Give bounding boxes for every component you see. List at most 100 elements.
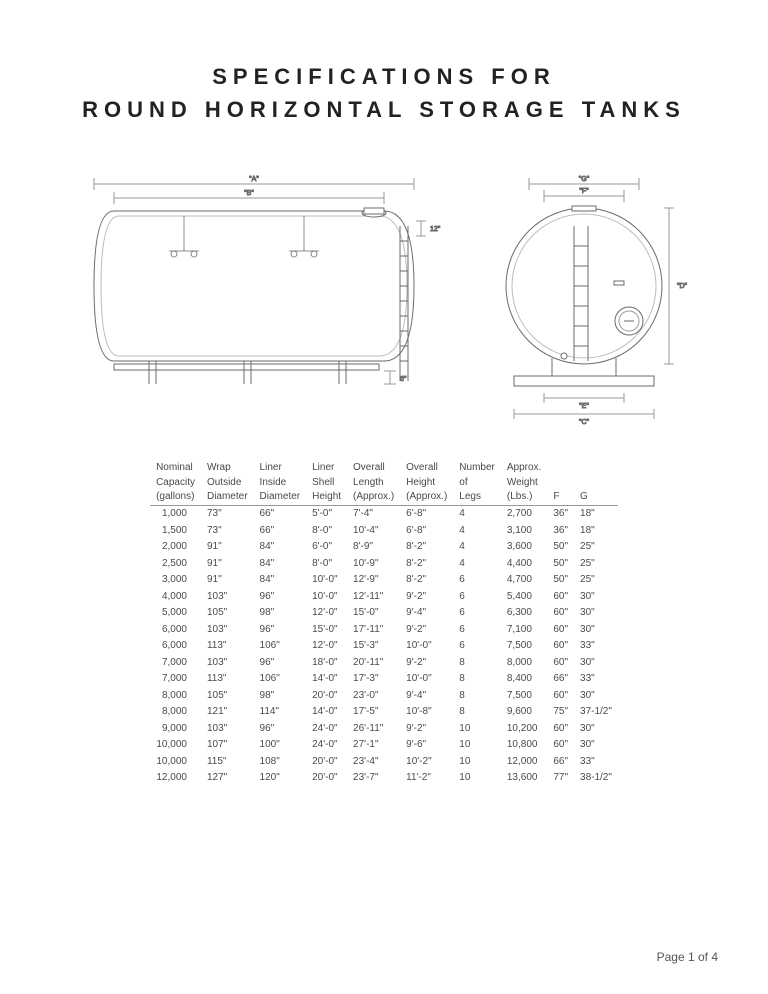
table-cell: 20'-0" <box>306 687 347 704</box>
table-cell: 8'-2" <box>400 539 453 556</box>
table-row: 1,50073"66"8'-0"10'-4"6'-8"43,10036"18" <box>150 522 618 539</box>
dim-g-label: "G" <box>579 176 590 183</box>
table-cell: 127" <box>201 770 254 787</box>
table-cell: 96" <box>254 720 307 737</box>
table-cell: 9,000 <box>150 720 201 737</box>
col-header: Liner <box>254 461 307 476</box>
page-title: SPECIFICATIONS FOR ROUND HORIZONTAL STOR… <box>40 60 728 126</box>
table-cell: 12,000 <box>501 753 547 770</box>
table-body: 1,00073"66"5'-0"7'-4"6'-8"42,70036"18"1,… <box>150 505 618 786</box>
table-cell: 12'-0" <box>306 638 347 655</box>
table-cell: 10,200 <box>501 720 547 737</box>
col-header: Liner <box>306 461 347 476</box>
col-header: Height <box>400 476 453 491</box>
table-cell: 3,000 <box>150 572 201 589</box>
table-cell: 8'-2" <box>400 572 453 589</box>
dim-a-label: "A" <box>249 176 259 183</box>
table-cell: 12'-9" <box>347 572 400 589</box>
table-cell: 20'-0" <box>306 753 347 770</box>
table-cell: 18" <box>574 522 618 539</box>
table-cell: 37-1/2" <box>574 704 618 721</box>
table-cell: 10,800 <box>501 737 547 754</box>
table-cell: 26'-11" <box>347 720 400 737</box>
col-header: Height <box>306 490 347 505</box>
table-cell: 66" <box>547 753 574 770</box>
col-header: G <box>574 490 618 505</box>
table-cell: 36" <box>547 522 574 539</box>
table-cell: 4 <box>453 555 501 572</box>
table-cell: 98" <box>254 605 307 622</box>
table-cell: 50" <box>547 555 574 572</box>
table-cell: 8 <box>453 671 501 688</box>
table-cell: 30" <box>574 588 618 605</box>
table-row: 8,000105"98"20'-0"23'-0"9'-4"87,50060"30… <box>150 687 618 704</box>
table-cell: 11'-2" <box>400 770 453 787</box>
table-row: 8,000121"114"14'-0"17'-5"10'-8"89,60075"… <box>150 704 618 721</box>
table-cell: 121" <box>201 704 254 721</box>
table-row: 3,00091"84"10'-0"12'-9"8'-2"64,70050"25" <box>150 572 618 589</box>
table-cell: 6 <box>453 621 501 638</box>
table-cell: 6,300 <box>501 605 547 622</box>
table-cell: 4,000 <box>150 588 201 605</box>
table-cell: 14'-0" <box>306 671 347 688</box>
table-cell: 103" <box>201 720 254 737</box>
title-line-1: SPECIFICATIONS FOR <box>40 60 728 93</box>
table-cell: 50" <box>547 572 574 589</box>
table-cell: 73" <box>201 505 254 522</box>
table-cell: 23'-4" <box>347 753 400 770</box>
table-cell: 20'-11" <box>347 654 400 671</box>
col-header: Approx. <box>501 461 547 476</box>
col-header <box>574 476 618 491</box>
dim-d-label: "D" <box>677 283 688 290</box>
table-cell: 25" <box>574 555 618 572</box>
table-row: 10,000107"100"24'-0"27'-1"9'-6"1010,8006… <box>150 737 618 754</box>
table-row: 12,000127"120"20'-0"23'-7"11'-2"1013,600… <box>150 770 618 787</box>
table-cell: 4 <box>453 539 501 556</box>
table-cell: 91" <box>201 555 254 572</box>
table-cell: 18'-0" <box>306 654 347 671</box>
table-cell: 4,700 <box>501 572 547 589</box>
table-cell: 10 <box>453 753 501 770</box>
table-cell: 10,000 <box>150 737 201 754</box>
table-cell: 17'-3" <box>347 671 400 688</box>
col-header: Diameter <box>201 490 254 505</box>
col-header: F <box>547 490 574 505</box>
table-cell: 77" <box>547 770 574 787</box>
table-cell: 8'-0" <box>306 555 347 572</box>
table-cell: 2,000 <box>150 539 201 556</box>
table-cell: 98" <box>254 687 307 704</box>
table-cell: 7'-4" <box>347 505 400 522</box>
tank-side-view-diagram: "A" "B" <box>74 166 444 426</box>
table-cell: 50" <box>547 539 574 556</box>
dim-b-label: "B" <box>244 190 254 197</box>
table-cell: 96" <box>254 654 307 671</box>
table-cell: 120" <box>254 770 307 787</box>
dim-6-label: 6" <box>400 376 407 383</box>
table-cell: 17'-11" <box>347 621 400 638</box>
col-header: Number <box>453 461 501 476</box>
table-cell: 30" <box>574 605 618 622</box>
table-cell: 103" <box>201 654 254 671</box>
table-cell: 18" <box>574 505 618 522</box>
table-cell: 113" <box>201 671 254 688</box>
table-cell: 30" <box>574 621 618 638</box>
table-cell: 10 <box>453 770 501 787</box>
table-cell: 100" <box>254 737 307 754</box>
table-cell: 2,700 <box>501 505 547 522</box>
table-cell: 10'-0" <box>306 588 347 605</box>
table-cell: 7,100 <box>501 621 547 638</box>
table-cell: 60" <box>547 638 574 655</box>
table-cell: 3,100 <box>501 522 547 539</box>
table-cell: 1,000 <box>150 505 201 522</box>
table-cell: 9'-2" <box>400 654 453 671</box>
table-row: 5,000105"98"12'-0"15'-0"9'-4"66,30060"30… <box>150 605 618 622</box>
table-cell: 60" <box>547 737 574 754</box>
table-row: 7,000113"106"14'-0"17'-3"10'-0"88,40066"… <box>150 671 618 688</box>
table-cell: 9'-2" <box>400 621 453 638</box>
table-cell: 9'-2" <box>400 720 453 737</box>
dim-f-label: "F" <box>579 188 589 195</box>
table-cell: 96" <box>254 621 307 638</box>
table-cell: 1,500 <box>150 522 201 539</box>
table-cell: 10'-2" <box>400 753 453 770</box>
table-cell: 7,500 <box>501 638 547 655</box>
